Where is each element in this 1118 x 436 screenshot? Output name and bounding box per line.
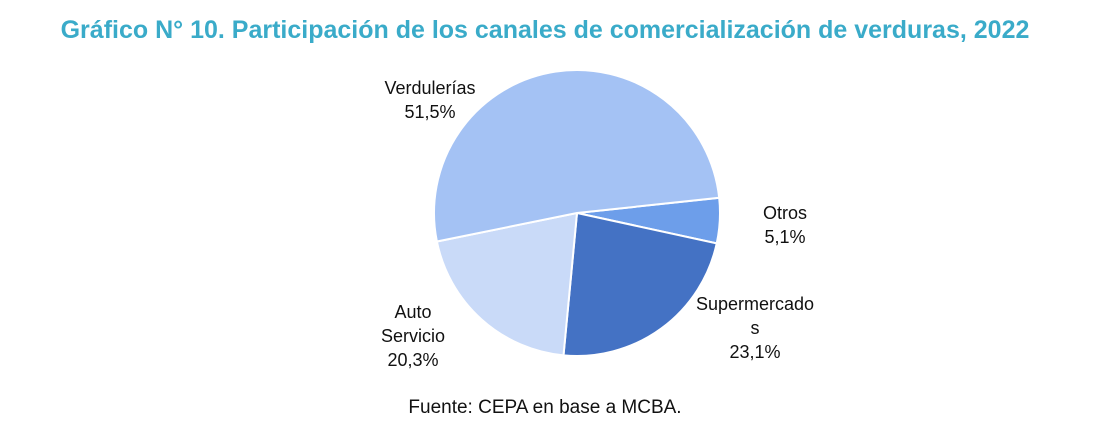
label-name: Supermercado: [695, 294, 815, 314]
label-name-cont: Servicio: [380, 326, 446, 346]
label-value: 5,1%: [764, 227, 806, 247]
label-verdulerias: Verdulerías 51,5%: [380, 76, 480, 124]
source-note: Fuente: CEPA en base a MCBA.: [408, 397, 682, 418]
pie-slice-auto-servicio: [435, 211, 579, 357]
label-auto-servicio: Auto Servicio 20,3%: [363, 300, 463, 372]
label-name: Otros: [762, 203, 807, 223]
label-name: Auto: [394, 302, 432, 322]
chart-title: Gráfico N° 10. Participación de los cana…: [60, 16, 1030, 44]
label-name-cont: s: [750, 318, 760, 338]
label-name: Verdulerías: [384, 78, 476, 98]
label-supermercados: Supermercado s 23,1%: [680, 292, 830, 364]
label-value: 51,5%: [404, 102, 456, 122]
label-value: 20,3%: [387, 350, 439, 370]
pie-slice-verduler-as: [433, 69, 721, 243]
pie-slice-supermercado-s: [562, 211, 718, 357]
label-value: 23,1%: [729, 342, 781, 362]
label-otros: Otros 5,1%: [745, 201, 825, 249]
